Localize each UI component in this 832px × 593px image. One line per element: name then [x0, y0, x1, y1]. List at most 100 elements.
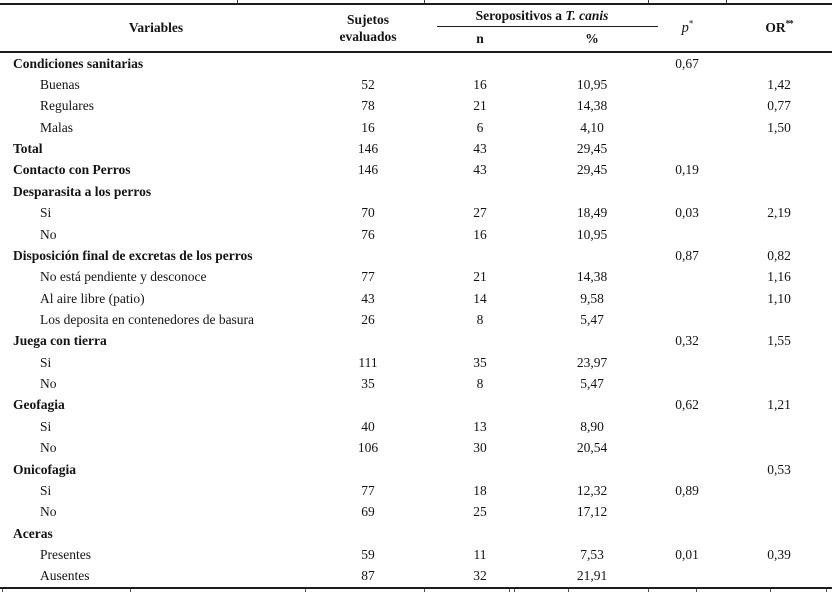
- odds-ratio-cell: [726, 373, 832, 394]
- n-cell: 11: [473, 546, 487, 562]
- subjects-cell: 146: [357, 162, 379, 178]
- variable-label-cell: Geofagia: [13, 397, 65, 413]
- scan-tick: [509, 589, 510, 592]
- seropositivity-table: Variables Sujetos evaluados Seropositivo…: [0, 3, 832, 589]
- subjects-cell: 76: [361, 226, 375, 242]
- p-value-cell: [648, 352, 726, 373]
- scan-tick: [514, 589, 515, 592]
- n-cell: 25: [473, 504, 487, 520]
- odds-ratio-cell: 0,39: [767, 546, 791, 562]
- table-row: No 106 30 20,54: [0, 437, 832, 458]
- subjects-cell: 87: [361, 568, 375, 584]
- table-row: Buenas 52 16 10,95 1,42: [0, 74, 832, 95]
- table-row: No 69 25 17,12: [0, 502, 832, 523]
- n-cell: 18: [473, 482, 487, 498]
- odds-ratio-cell: [726, 138, 832, 159]
- n-cell: 16: [473, 77, 487, 93]
- odds-ratio-cell: 1,42: [767, 77, 791, 93]
- n-cell: [424, 459, 536, 480]
- p-value-cell: [648, 288, 726, 309]
- n-cell: 32: [473, 568, 487, 584]
- header-variables: Variables: [0, 4, 312, 53]
- subjects-cell: [312, 395, 424, 416]
- variable-label-cell: Total: [13, 141, 43, 157]
- subjects-cell: 77: [361, 482, 375, 498]
- variable-label-cell: No está pendiente y desconoce: [40, 269, 207, 285]
- percent-cell: 14,38: [576, 269, 608, 285]
- header-odds-ratio: OR**: [726, 4, 832, 53]
- scan-tick: [726, 0, 727, 3]
- table-row: Onicofagia 0,53: [0, 459, 832, 480]
- table-row: Si 70 27 18,49 0,03 2,19: [0, 203, 832, 224]
- p-value-cell: [648, 523, 726, 544]
- percent-cell: 20,54: [576, 440, 608, 456]
- p-letter: p: [681, 19, 689, 36]
- variable-label-cell: Condiciones sanitarias: [13, 55, 144, 71]
- odds-ratio-cell: [726, 502, 832, 523]
- variable-label-cell: Malas: [40, 119, 73, 135]
- variable-label-cell: Si: [40, 418, 52, 434]
- n-cell: 8: [476, 376, 484, 392]
- subjects-cell: 52: [361, 77, 375, 93]
- subjects-cell: 59: [361, 546, 375, 562]
- p-value-cell: [648, 309, 726, 330]
- n-cell: [424, 523, 536, 544]
- odds-ratio-cell: [726, 181, 832, 202]
- table-header: Variables Sujetos evaluados Seropositivo…: [0, 4, 832, 53]
- variable-label-cell: Al aire libre (patio): [40, 290, 145, 306]
- subjects-cell: [312, 245, 424, 266]
- p-value-cell: [648, 117, 726, 138]
- variable-label-cell: Si: [40, 482, 52, 498]
- header-subjects: Sujetos evaluados: [312, 4, 424, 53]
- p-value-cell: [648, 74, 726, 95]
- percent-cell: 23,97: [576, 354, 608, 370]
- odds-ratio-cell: [726, 352, 832, 373]
- species-name: T. canis: [565, 7, 609, 23]
- p-value-cell: [648, 416, 726, 437]
- variable-label-cell: Si: [40, 354, 52, 370]
- subjects-cell: [312, 331, 424, 352]
- subjects-cell: 43: [361, 290, 375, 306]
- percent-cell: 8,90: [580, 418, 604, 434]
- percent-cell: 18,49: [576, 205, 608, 221]
- scan-tick: [648, 0, 649, 3]
- header-seropositives: Seropositivos a T. canis n %: [424, 4, 658, 53]
- percent-cell: [536, 245, 648, 266]
- subjects-cell: 77: [361, 269, 375, 285]
- percent-cell: 12,32: [576, 482, 608, 498]
- p-value-cell: [648, 267, 726, 288]
- variable-label-cell: Desparasita a los perros: [13, 183, 152, 199]
- p-value-cell: [648, 96, 726, 117]
- variable-label-cell: Disposición final de excretas de los per…: [13, 247, 253, 263]
- table-row: Juega con tierra 0,32 1,55: [0, 331, 832, 352]
- subjects-cell: [312, 52, 424, 74]
- subjects-cell: 111: [358, 354, 378, 370]
- variable-label-cell: Ausentes: [40, 568, 90, 584]
- variable-label-cell: Presentes: [40, 546, 91, 562]
- table-row: Condiciones sanitarias 0,67: [0, 52, 832, 74]
- scan-tick: [568, 589, 569, 592]
- subjects-cell: 26: [361, 311, 375, 327]
- subjects-cell: [312, 523, 424, 544]
- n-cell: [424, 52, 536, 74]
- scan-tick: [2, 589, 3, 592]
- p-value-cell: [648, 459, 726, 480]
- table-row: No está pendiente y desconoce 77 21 14,3…: [0, 267, 832, 288]
- percent-cell: [536, 181, 648, 202]
- n-cell: 21: [473, 98, 487, 114]
- subjects-cell: 146: [357, 141, 379, 157]
- table-body: Condiciones sanitarias 0,67 Buenas 52 16…: [0, 52, 832, 588]
- variable-label-cell: Onicofagia: [13, 461, 76, 477]
- percent-cell: 21,91: [576, 568, 608, 584]
- subjects-cell: [312, 459, 424, 480]
- odds-ratio-cell: 0,82: [767, 247, 791, 263]
- odds-ratio-cell: 0,77: [767, 98, 791, 114]
- header-subjects-line1: Sujetos: [346, 12, 389, 27]
- table-row: Contacto con Perros 146 43 29,45 0,19: [0, 160, 832, 181]
- table-row: Total 146 43 29,45: [0, 138, 832, 159]
- scan-tick: [424, 0, 425, 3]
- header-row: Variables Sujetos evaluados Seropositivo…: [0, 4, 832, 53]
- variable-label-cell: No: [40, 226, 57, 242]
- p-value-cell: [648, 181, 726, 202]
